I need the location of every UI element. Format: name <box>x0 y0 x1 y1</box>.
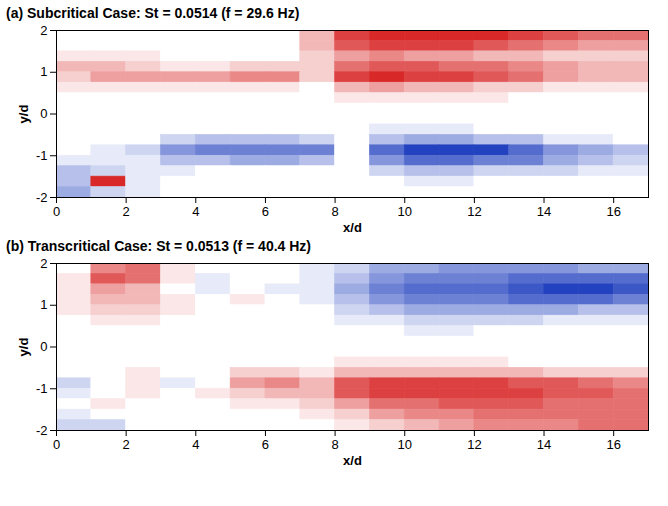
svg-text:-1: -1 <box>36 381 48 396</box>
svg-text:0: 0 <box>53 204 60 219</box>
svg-text:8: 8 <box>331 204 338 219</box>
svg-text:1: 1 <box>40 64 47 79</box>
svg-text:14: 14 <box>537 204 551 219</box>
svg-text:2: 2 <box>40 256 47 271</box>
html-text:(b) Transcritical Case: St = 0: (b) Transcritical Case: St = 0.0513 (f =… <box>6 238 311 254</box>
svg-text:4: 4 <box>192 437 199 452</box>
svg-text:2: 2 <box>40 23 47 38</box>
svg-text:2: 2 <box>123 204 130 219</box>
svg-text:y/d: y/d <box>16 338 31 357</box>
svg-text:1: 1 <box>40 297 47 312</box>
svg-text:-2: -2 <box>36 423 48 438</box>
svg-text:14: 14 <box>537 437 551 452</box>
svg-text:10: 10 <box>398 204 412 219</box>
svg-text:0: 0 <box>53 437 60 452</box>
svg-text:0: 0 <box>40 106 47 121</box>
html-text:(a) Subcritical Case: St = 0.0: (a) Subcritical Case: St = 0.0514 (f = 2… <box>6 5 300 21</box>
svg-text:16: 16 <box>606 437 620 452</box>
svg-text:-1: -1 <box>36 148 48 163</box>
svg-text:10: 10 <box>398 437 412 452</box>
svg-text:2: 2 <box>123 437 130 452</box>
svg-text:x/d: x/d <box>343 220 362 235</box>
svg-text:-2: -2 <box>36 190 48 205</box>
svg-text:0: 0 <box>40 339 47 354</box>
svg-text:y/d: y/d <box>16 105 31 124</box>
svg-text:12: 12 <box>467 204 481 219</box>
svg-text:x/d: x/d <box>343 453 362 468</box>
svg-text:6: 6 <box>262 437 269 452</box>
svg-text:4: 4 <box>192 204 199 219</box>
svg-text:6: 6 <box>262 204 269 219</box>
svg-text:12: 12 <box>467 437 481 452</box>
svg-text:16: 16 <box>606 204 620 219</box>
svg-text:8: 8 <box>331 437 338 452</box>
